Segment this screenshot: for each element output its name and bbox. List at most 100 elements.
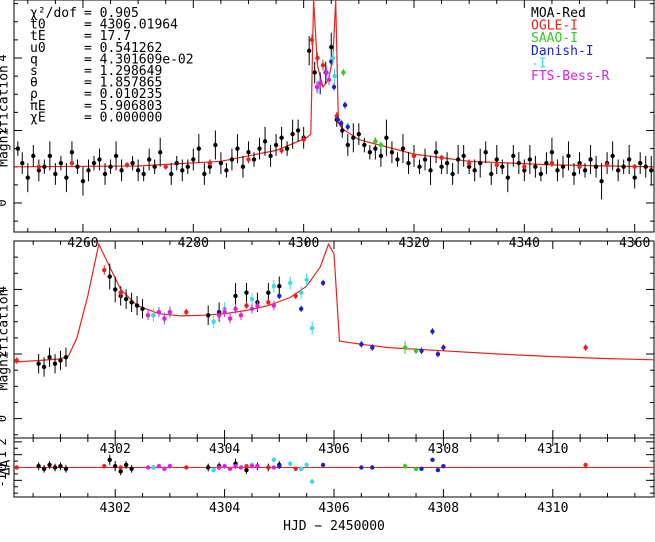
- series-moa-red: [36, 263, 282, 377]
- data-point: [140, 306, 145, 312]
- data-point: [533, 164, 538, 169]
- data-point: [649, 168, 654, 173]
- x-tick-label: 4260: [67, 236, 98, 251]
- data-point: [522, 168, 527, 173]
- data-point: [227, 316, 233, 321]
- data-point: [314, 84, 320, 90]
- data-point: [571, 171, 577, 177]
- data-point: [411, 153, 417, 159]
- data-point: [293, 466, 298, 471]
- data-point: [288, 280, 293, 286]
- data-point: [271, 303, 277, 308]
- data-point: [271, 457, 277, 463]
- data-point: [52, 361, 58, 366]
- data-point: [494, 162, 499, 168]
- data-point: [271, 465, 277, 470]
- data-point: [36, 361, 41, 366]
- data-point: [211, 467, 216, 473]
- data-point: [257, 146, 262, 151]
- data-point: [318, 81, 323, 86]
- x-tick-label: 4280: [178, 236, 209, 251]
- data-point: [544, 160, 549, 166]
- data-point: [205, 313, 211, 318]
- data-point: [271, 284, 277, 289]
- y-tick-label: 0: [0, 464, 9, 471]
- parameter-name: tE: [30, 29, 46, 44]
- data-point: [582, 168, 588, 173]
- data-point: [384, 135, 389, 140]
- data-point: [118, 469, 123, 474]
- data-point: [326, 77, 332, 82]
- x-axis-label: HJD − 2450000: [283, 519, 385, 534]
- y-tick-label: -1: [0, 473, 9, 487]
- fit-parameters: χ²/dof = 0.905 t0 = 4306.01964 tE = 17.7 u0 = 0…: [30, 6, 194, 125]
- data-point: [184, 309, 189, 315]
- parameter-name: s: [30, 64, 38, 79]
- data-point: [439, 155, 444, 160]
- data-point: [31, 153, 36, 159]
- data-point: [367, 150, 373, 155]
- data-point: [129, 466, 134, 471]
- data-point: [58, 464, 63, 469]
- data-point: [419, 348, 424, 354]
- data-point: [129, 300, 134, 305]
- data-point: [255, 303, 260, 308]
- data-point: [621, 164, 626, 169]
- data-point: [163, 164, 168, 169]
- data-point: [435, 351, 441, 357]
- data-point: [599, 179, 604, 184]
- parameter-value: = 17.7: [84, 29, 131, 44]
- data-point: [227, 466, 233, 471]
- data-point: [402, 345, 408, 350]
- data-point: [331, 84, 337, 90]
- parameter-value: = 5.906803: [84, 99, 162, 114]
- data-point: [370, 465, 375, 470]
- panel-top: 426042804300432043404360024Magnification…: [0, 0, 655, 251]
- series--i: [151, 457, 315, 485]
- data-point: [324, 70, 329, 75]
- panel-middle: 4302 4304 4306 4308 4310 0 2 4Magnification: [0, 240, 655, 457]
- data-point: [329, 44, 334, 50]
- data-point: [235, 146, 240, 151]
- series-fts-bess-r: [145, 300, 277, 324]
- data-point: [309, 479, 315, 484]
- data-point: [505, 175, 510, 180]
- data-point: [64, 175, 69, 180]
- data-point: [207, 160, 213, 166]
- series-danish-i: [151, 457, 446, 473]
- series-saao-i: [402, 341, 419, 355]
- parameter-name: χ²/dof: [30, 6, 77, 21]
- data-point: [309, 325, 315, 331]
- parameter-name: ρ: [30, 87, 38, 102]
- parameter-value: = 4.301609e-02: [84, 52, 194, 67]
- data-point: [244, 467, 249, 473]
- data-point: [97, 157, 102, 162]
- data-point: [41, 466, 47, 471]
- x-tick-label: 4304: [209, 442, 240, 457]
- data-point: [345, 124, 350, 130]
- data-point: [251, 157, 257, 162]
- data-point: [330, 55, 336, 61]
- y-tick-label: 4: [0, 286, 9, 293]
- data-point: [298, 290, 304, 295]
- data-point: [433, 150, 439, 155]
- y-tick-label: 1: [0, 451, 9, 458]
- parameter-value: = 1.298649: [84, 64, 162, 79]
- x-tick-label: 4340: [509, 236, 540, 251]
- data-point: [549, 160, 555, 166]
- data-point: [450, 171, 455, 177]
- data-point: [566, 153, 571, 159]
- data-point: [356, 131, 362, 137]
- data-point: [233, 293, 238, 299]
- data-point: [378, 142, 384, 148]
- x-tick-label: 4300: [288, 236, 319, 251]
- data-point: [351, 135, 356, 140]
- data-point: [527, 157, 533, 162]
- data-point: [549, 150, 555, 155]
- data-point: [244, 464, 249, 469]
- data-point: [123, 296, 129, 302]
- data-point: [69, 150, 75, 155]
- legend-entry: -I: [531, 56, 547, 71]
- parameter-name: q: [30, 52, 38, 67]
